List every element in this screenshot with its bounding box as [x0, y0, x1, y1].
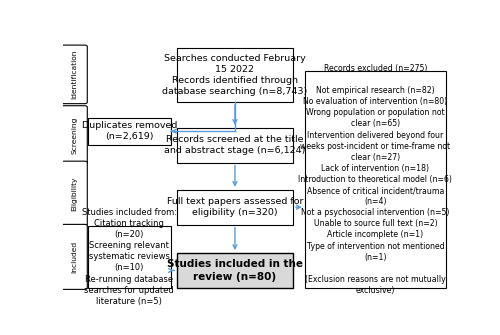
FancyBboxPatch shape: [177, 190, 293, 225]
Text: Records excluded (n=275)

Not empirical research (n=82)
No evaluation of interve: Records excluded (n=275) Not empirical r…: [298, 64, 452, 295]
FancyBboxPatch shape: [177, 128, 293, 163]
FancyBboxPatch shape: [88, 226, 171, 288]
FancyBboxPatch shape: [177, 253, 293, 288]
Text: Studies included from:
Citation tracking
(n=20)
Screening relevant
systematic re: Studies included from: Citation tracking…: [82, 208, 177, 306]
Text: Duplicates removed
(n=2,619): Duplicates removed (n=2,619): [82, 121, 177, 141]
Text: Full text papers assessed for
eligibility (n=320): Full text papers assessed for eligibilit…: [166, 197, 303, 217]
Text: Identification: Identification: [72, 50, 78, 99]
Text: Eligibility: Eligibility: [72, 177, 78, 211]
FancyBboxPatch shape: [304, 71, 446, 288]
Text: Included: Included: [72, 241, 78, 273]
FancyBboxPatch shape: [62, 106, 88, 164]
Text: Searches conducted February
15 2022
Records identified through
database searchin: Searches conducted February 15 2022 Reco…: [162, 54, 308, 96]
FancyBboxPatch shape: [62, 161, 88, 226]
FancyBboxPatch shape: [62, 45, 88, 104]
FancyBboxPatch shape: [88, 118, 171, 145]
FancyBboxPatch shape: [177, 48, 293, 102]
FancyBboxPatch shape: [62, 224, 88, 289]
Text: Studies included in the
review (n=80): Studies included in the review (n=80): [167, 259, 303, 282]
Text: Records screened at the title
and abstract stage (n=6,124): Records screened at the title and abstra…: [164, 135, 306, 155]
Text: Screening: Screening: [72, 116, 78, 154]
